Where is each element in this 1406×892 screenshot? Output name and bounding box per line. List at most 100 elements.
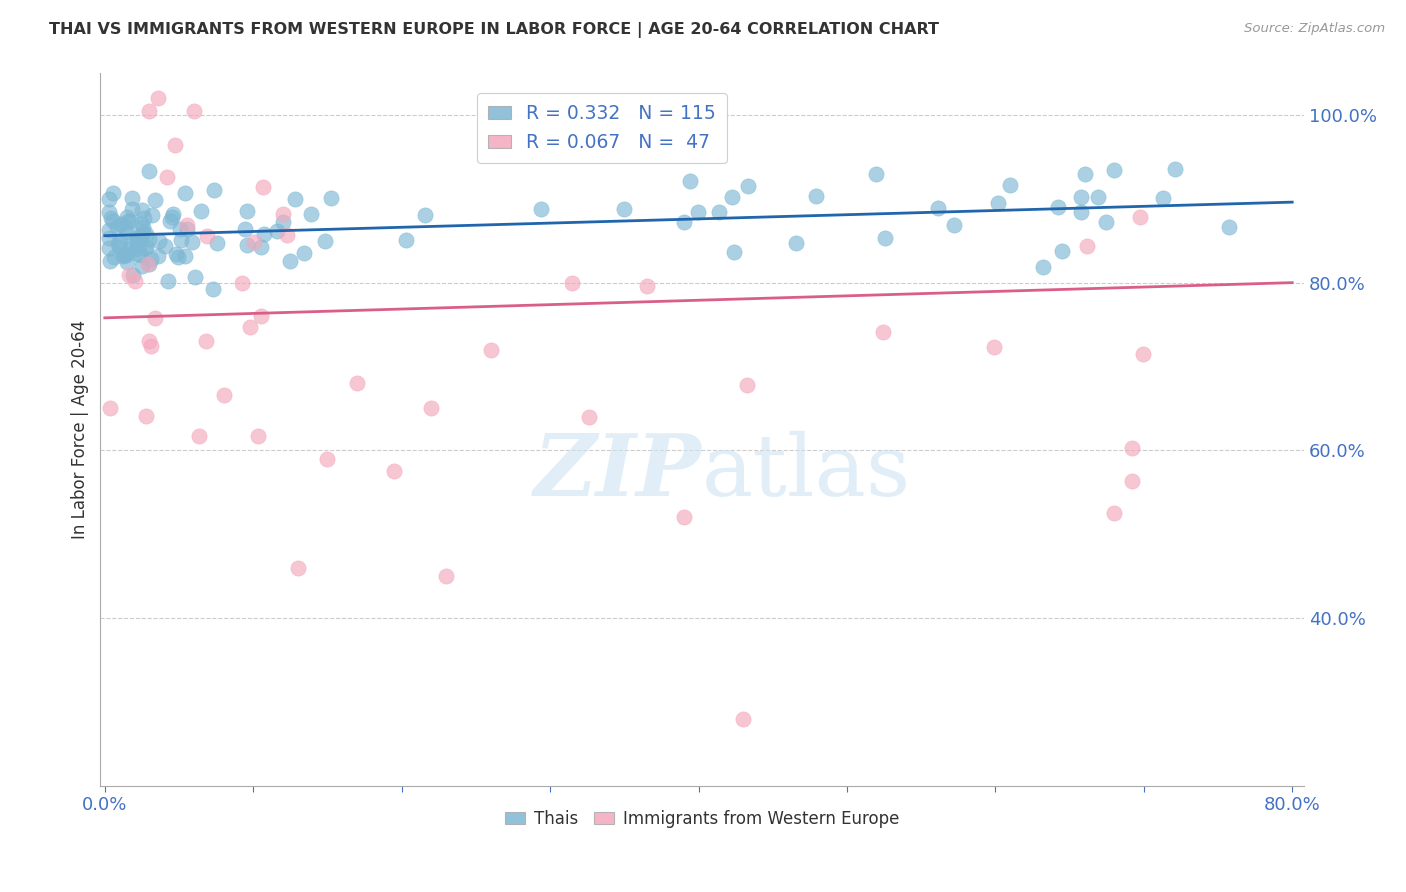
Point (118, 268, 141, 282)
Point (1218, 219, 1240, 234)
Point (115, 248, 138, 262)
Point (183, 103, 205, 118)
Point (479, 343, 502, 357)
Point (98, 223, 121, 237)
Point (127, 247, 149, 261)
Point (139, 252, 162, 267)
Point (316, 451, 339, 466)
Point (434, 569, 457, 583)
Point (143, 193, 166, 207)
Point (278, 254, 301, 268)
Point (128, 237, 150, 252)
Point (636, 278, 658, 293)
Point (707, 205, 730, 219)
Point (420, 401, 443, 416)
Point (125, 242, 148, 256)
Point (578, 409, 600, 424)
Point (138, 257, 160, 271)
Point (176, 222, 198, 236)
Point (103, 214, 125, 228)
Point (253, 227, 276, 241)
Point (1132, 347, 1154, 361)
Point (138, 232, 160, 246)
Point (176, 218, 198, 232)
Point (673, 215, 696, 229)
Point (1087, 190, 1109, 204)
Point (249, 240, 271, 254)
Point (167, 250, 190, 264)
Point (129, 228, 152, 243)
Point (134, 409, 156, 423)
Point (103, 250, 125, 264)
Point (131, 202, 153, 217)
Point (124, 274, 146, 288)
Point (321, 191, 343, 205)
Point (561, 276, 583, 290)
Point (98, 192, 121, 206)
Point (1121, 474, 1143, 488)
Point (156, 169, 179, 184)
Point (735, 377, 758, 392)
Point (249, 309, 271, 323)
Point (529, 202, 551, 216)
Point (98, 241, 121, 255)
Point (122, 268, 145, 282)
Point (205, 235, 228, 250)
Point (299, 206, 322, 220)
Point (135, 240, 157, 254)
Point (136, 257, 159, 271)
Point (163, 138, 186, 153)
Point (873, 231, 896, 245)
Point (157, 274, 180, 288)
Point (1121, 442, 1143, 456)
Point (243, 235, 266, 250)
Point (1050, 244, 1073, 258)
Point (271, 207, 294, 221)
Point (129, 247, 152, 261)
Point (197, 228, 219, 243)
Point (266, 224, 288, 238)
Point (141, 208, 163, 222)
Point (121, 202, 143, 217)
Point (153, 239, 176, 253)
Point (983, 340, 1005, 354)
Point (121, 191, 143, 205)
Point (287, 560, 309, 574)
Point (1095, 215, 1118, 229)
Point (146, 249, 169, 263)
Point (865, 168, 887, 182)
Point (127, 230, 149, 244)
Point (165, 247, 187, 261)
Point (1032, 260, 1054, 274)
Point (720, 189, 742, 203)
Point (190, 204, 212, 219)
Point (236, 238, 259, 252)
Point (169, 222, 191, 236)
Point (120, 241, 142, 255)
Point (1074, 168, 1097, 182)
Legend: Thais, Immigrants from Western Europe: Thais, Immigrants from Western Europe (499, 803, 905, 835)
Point (1102, 162, 1125, 177)
Point (1070, 190, 1092, 204)
Point (1070, 205, 1092, 219)
Point (110, 217, 132, 231)
Point (872, 326, 894, 340)
Point (201, 282, 224, 296)
Point (180, 235, 202, 249)
Point (239, 320, 262, 334)
Point (138, 334, 160, 348)
Point (162, 211, 184, 225)
Point (236, 204, 259, 219)
Point (118, 214, 141, 228)
Point (110, 234, 132, 248)
Point (148, 235, 170, 249)
Text: THAI VS IMMIGRANTS FROM WESTERN EUROPE IN LABOR FORCE | AGE 20-64 CORRELATION CH: THAI VS IMMIGRANTS FROM WESTERN EUROPE I… (49, 22, 939, 38)
Point (998, 178, 1021, 193)
Point (112, 248, 135, 262)
Point (413, 208, 436, 222)
Point (107, 236, 129, 251)
Point (231, 276, 253, 290)
Point (114, 221, 136, 235)
Point (98, 401, 121, 415)
Point (115, 225, 138, 239)
